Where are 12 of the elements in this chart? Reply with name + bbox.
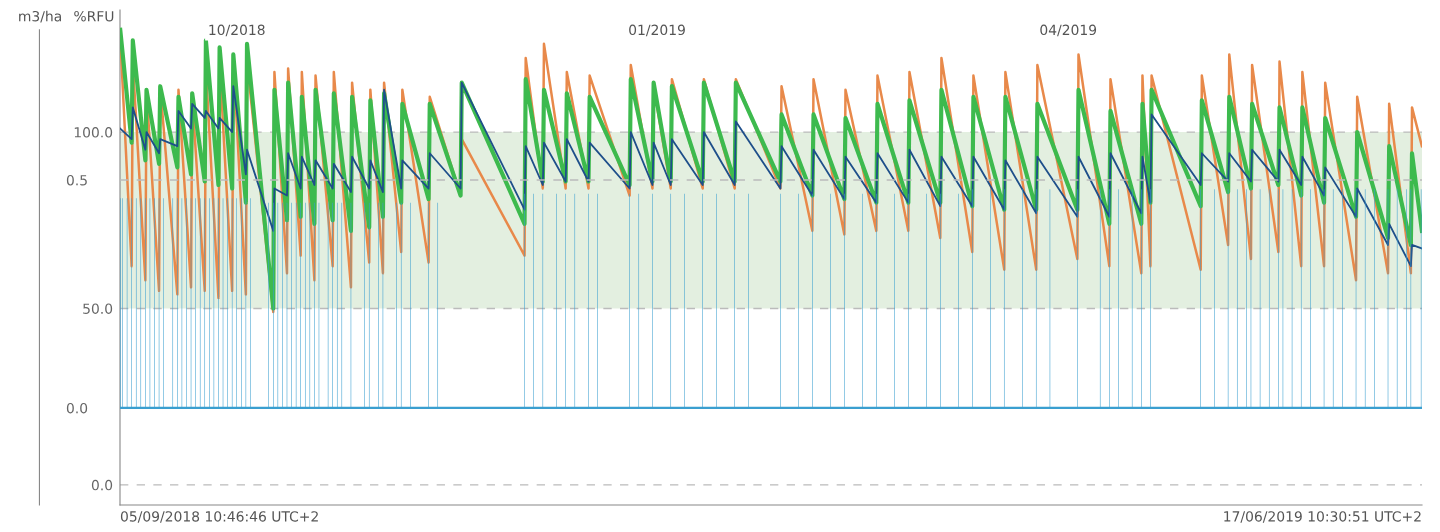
y2-tick-label: 50.0: [83, 303, 113, 314]
x-tick-label: 01/2019: [629, 24, 685, 37]
y2-tick-label: 100.0: [74, 127, 113, 138]
y-tick-label: 0.5: [66, 174, 87, 186]
y2-axis-title: %RFU: [74, 10, 114, 22]
x-tick-label: 04/2019: [1040, 24, 1097, 37]
text: 17/06/2019 10:30:51 UTC+2: [1224, 511, 1421, 523]
text: 05/09/2018 10:46:46 UTC+2: [120, 511, 318, 523]
y-axis-title: m3/ha: [19, 10, 61, 23]
x-tick-label: 10/2018: [209, 24, 265, 37]
line-series: [120, 81, 1422, 268]
y2-tick-label: 0.0: [91, 479, 113, 491]
